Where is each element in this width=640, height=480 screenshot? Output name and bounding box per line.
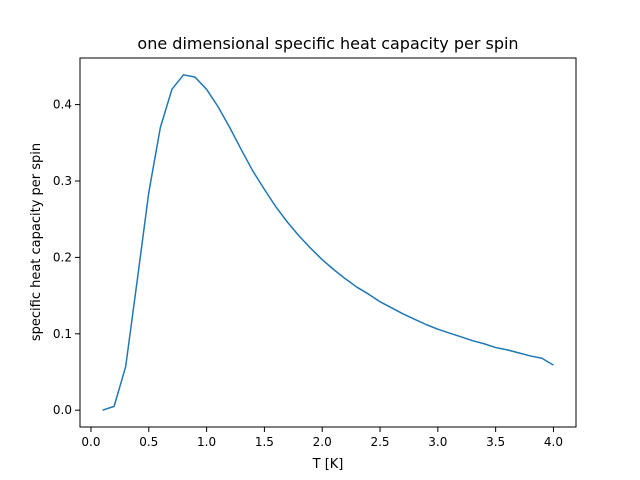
x-tick-label: 3.5 — [486, 435, 505, 449]
y-tick-label: 0.1 — [53, 327, 72, 341]
x-axis-ticks: 0.0 0.5 1.0 1.5 2.0 2.5 3.0 3.5 4.0 — [81, 427, 563, 449]
chart-title: one dimensional specific heat capacity p… — [137, 34, 518, 53]
x-tick-label: 1.5 — [255, 435, 274, 449]
x-tick-label: 1.0 — [197, 435, 216, 449]
x-tick-label: 2.0 — [313, 435, 332, 449]
series-line — [102, 74, 554, 411]
x-tick-label: 2.5 — [370, 435, 389, 449]
y-tick-label: 0.0 — [53, 403, 72, 417]
x-tick-label: 4.0 — [544, 435, 563, 449]
y-tick-label: 0.4 — [53, 98, 72, 112]
x-tick-label: 3.0 — [428, 435, 447, 449]
x-axis-label: T [K] — [312, 457, 344, 472]
series-line-group — [102, 74, 554, 411]
y-axis-ticks: 0.0 0.1 0.2 0.3 0.4 — [53, 98, 80, 417]
x-tick-label: 0.0 — [81, 435, 100, 449]
x-tick-label: 0.5 — [139, 435, 158, 449]
y-tick-label: 0.3 — [53, 174, 72, 188]
y-axis-label: specific heat capacity per spin — [29, 143, 44, 341]
plot-frame — [79, 57, 577, 428]
y-tick-label: 0.2 — [53, 250, 72, 264]
